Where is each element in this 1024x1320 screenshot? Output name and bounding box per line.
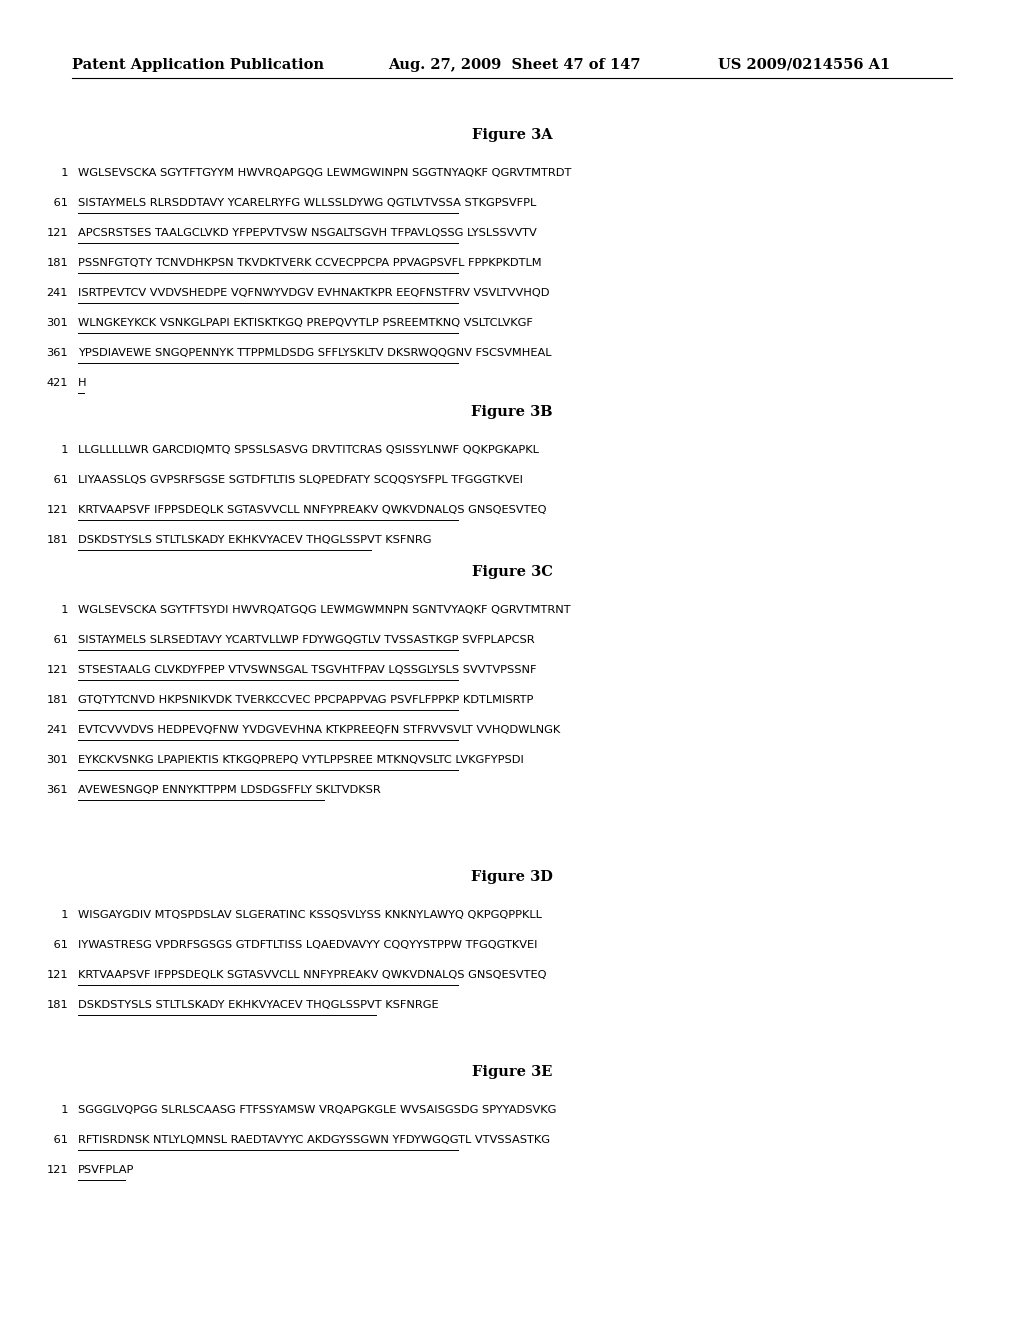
Text: DSKDSTYSLS STLTLSKADY EKHKVYACEV THQGLSSPVT KSFNRG: DSKDSTYSLS STLTLSKADY EKHKVYACEV THQGLSS… — [78, 535, 431, 545]
Text: 1: 1 — [53, 168, 68, 178]
Text: 241: 241 — [46, 725, 68, 735]
Text: Patent Application Publication: Patent Application Publication — [72, 58, 324, 73]
Text: 181: 181 — [46, 696, 68, 705]
Text: 361: 361 — [46, 785, 68, 795]
Text: 181: 181 — [46, 535, 68, 545]
Text: SGGGLVQPGG SLRLSCAASG FTFSSYAMSW VRQAPGKGLE WVSAISGSDG SPYYADSVKG: SGGGLVQPGG SLRLSCAASG FTFSSYAMSW VRQAPGK… — [78, 1105, 556, 1115]
Text: Figure 3C: Figure 3C — [472, 565, 552, 579]
Text: 61: 61 — [50, 475, 68, 484]
Text: DSKDSTYSLS STLTLSKADY EKHKVYACEV THQGLSSPVT KSFNRGE: DSKDSTYSLS STLTLSKADY EKHKVYACEV THQGLSS… — [78, 1001, 438, 1010]
Text: STSESTAALG CLVKDYFPEP VTVSWNSGAL TSGVHTFPAV LQSSGLYSLS SVVTVPSSNF: STSESTAALG CLVKDYFPEP VTVSWNSGAL TSGVHTF… — [78, 665, 537, 675]
Text: 1: 1 — [53, 909, 68, 920]
Text: LLGLLLLLWR GARCDIQMTQ SPSSLSASVG DRVTITCRAS QSISSYLNWF QQKPGKAPKL: LLGLLLLLWR GARCDIQMTQ SPSSLSASVG DRVTITC… — [78, 445, 539, 455]
Text: YPSDIAVEWE SNGQPENNYK TTPPMLDSDG SFFLYSKLTV DKSRWQQGNV FSCSVMHEAL: YPSDIAVEWE SNGQPENNYK TTPPMLDSDG SFFLYSK… — [78, 348, 552, 358]
Text: 1: 1 — [53, 445, 68, 455]
Text: 61: 61 — [50, 198, 68, 209]
Text: KRTVAAPSVF IFPPSDEQLK SGTASVVCLL NNFYPREAKV QWKVDNALQS GNSQESVTEQ: KRTVAAPSVF IFPPSDEQLK SGTASVVCLL NNFYPRE… — [78, 970, 547, 979]
Text: 301: 301 — [46, 755, 68, 766]
Text: 61: 61 — [50, 940, 68, 950]
Text: Aug. 27, 2009  Sheet 47 of 147: Aug. 27, 2009 Sheet 47 of 147 — [388, 58, 640, 73]
Text: US 2009/0214556 A1: US 2009/0214556 A1 — [718, 58, 890, 73]
Text: WGLSEVSCKA SGYTFTSYDI HWVRQATGQG LEWMGWMNPN SGNTVYAQKF QGRVTMTRNT: WGLSEVSCKA SGYTFTSYDI HWVRQATGQG LEWMGWM… — [78, 605, 570, 615]
Text: WISGAYGDIV MTQSPDSLAV SLGERATINC KSSQSVLYSS KNKNYLAWYQ QKPGQPPKLL: WISGAYGDIV MTQSPDSLAV SLGERATINC KSSQSVL… — [78, 909, 542, 920]
Text: PSVFPLAP: PSVFPLAP — [78, 1166, 134, 1175]
Text: 1: 1 — [53, 605, 68, 615]
Text: SISTAYMELS SLRSEDTAVY YCARTVLLWP FDYWGQGTLV TVSSASTKGP SVFPLAPCSR: SISTAYMELS SLRSEDTAVY YCARTVLLWP FDYWGQG… — [78, 635, 535, 645]
Text: PSSNFGTQTY TCNVDHKPSN TKVDKTVERK CCVECPPCPA PPVAGPSVFL FPPKPKDTLM: PSSNFGTQTY TCNVDHKPSN TKVDKTVERK CCVECPP… — [78, 257, 542, 268]
Text: 61: 61 — [50, 1135, 68, 1144]
Text: APCSRSTSES TAALGCLVKD YFPEPVTVSW NSGALTSGVH TFPAVLQSSG LYSLSSVVTV: APCSRSTSES TAALGCLVKD YFPEPVTVSW NSGALTS… — [78, 228, 537, 238]
Text: Figure 3E: Figure 3E — [472, 1065, 552, 1078]
Text: 301: 301 — [46, 318, 68, 327]
Text: WGLSEVSCKA SGYTFTGYYM HWVRQAPGQG LEWMGWINPN SGGTNYAQKF QGRVTMTRDT: WGLSEVSCKA SGYTFTGYYM HWVRQAPGQG LEWMGWI… — [78, 168, 571, 178]
Text: 1: 1 — [53, 1105, 68, 1115]
Text: 121: 121 — [46, 970, 68, 979]
Text: H: H — [78, 378, 87, 388]
Text: 241: 241 — [46, 288, 68, 298]
Text: Figure 3B: Figure 3B — [471, 405, 553, 418]
Text: RFTISRDNSK NTLYLQMNSL RAEDTAVYYC AKDGYSSGWN YFDYWGQGTL VTVSSASTKG: RFTISRDNSK NTLYLQMNSL RAEDTAVYYC AKDGYSS… — [78, 1135, 550, 1144]
Text: EYKCKVSNKG LPAPIEKTIS KTKGQPREPQ VYTLPPSREE MTKNQVSLTC LVKGFYPSDI: EYKCKVSNKG LPAPIEKTIS KTKGQPREPQ VYTLPPS… — [78, 755, 524, 766]
Text: SISTAYMELS RLRSDDTAVY YCARELRYFG WLLSSLDYWG QGTLVTVSSA STKGPSVFPL: SISTAYMELS RLRSDDTAVY YCARELRYFG WLLSSLD… — [78, 198, 537, 209]
Text: Figure 3D: Figure 3D — [471, 870, 553, 884]
Text: EVTCVVVDVS HEDPEVQFNW YVDGVEVHNA KTKPREEQFN STFRVVSVLT VVHQDWLNGK: EVTCVVVDVS HEDPEVQFNW YVDGVEVHNA KTKPREE… — [78, 725, 560, 735]
Text: 421: 421 — [46, 378, 68, 388]
Text: GTQTYTCNVD HKPSNIKVDK TVERKCCVEC PPCPAPPVAG PSVFLFPPKP KDTLMISRTP: GTQTYTCNVD HKPSNIKVDK TVERKCCVEC PPCPAPP… — [78, 696, 534, 705]
Text: 121: 121 — [46, 1166, 68, 1175]
Text: 181: 181 — [46, 257, 68, 268]
Text: IYWASTRESG VPDRFSGSGS GTDFTLTISS LQAEDVAVYY CQQYYSTPPW TFGQGTKVEI: IYWASTRESG VPDRFSGSGS GTDFTLTISS LQAEDVA… — [78, 940, 538, 950]
Text: LIYAASSLQS GVPSRFSGSE SGTDFTLTIS SLQPEDFATY SCQQSYSFPL TFGGGTKVEI: LIYAASSLQS GVPSRFSGSE SGTDFTLTIS SLQPEDF… — [78, 475, 523, 484]
Text: ISRTPEVTCV VVDVSHEDPE VQFNWYVDGV EVHNAKTKPR EEQFNSTFRV VSVLTVVHQD: ISRTPEVTCV VVDVSHEDPE VQFNWYVDGV EVHNAKT… — [78, 288, 550, 298]
Text: AVEWESNGQP ENNYKTTPPM LDSDGSFFLY SKLTVDKSR: AVEWESNGQP ENNYKTTPPM LDSDGSFFLY SKLTVDK… — [78, 785, 381, 795]
Text: Figure 3A: Figure 3A — [472, 128, 552, 143]
Text: 61: 61 — [50, 635, 68, 645]
Text: 121: 121 — [46, 506, 68, 515]
Text: WLNGKEYKCK VSNKGLPAPI EKTISKTKGQ PREPQVYTLP PSREEMTKNQ VSLTCLVKGF: WLNGKEYKCK VSNKGLPAPI EKTISKTKGQ PREPQVY… — [78, 318, 532, 327]
Text: 361: 361 — [46, 348, 68, 358]
Text: 181: 181 — [46, 1001, 68, 1010]
Text: 121: 121 — [46, 228, 68, 238]
Text: KRTVAAPSVF IFPPSDEQLK SGTASVVCLL NNFYPREAKV QWKVDNALQS GNSQESVTEQ: KRTVAAPSVF IFPPSDEQLK SGTASVVCLL NNFYPRE… — [78, 506, 547, 515]
Text: 121: 121 — [46, 665, 68, 675]
